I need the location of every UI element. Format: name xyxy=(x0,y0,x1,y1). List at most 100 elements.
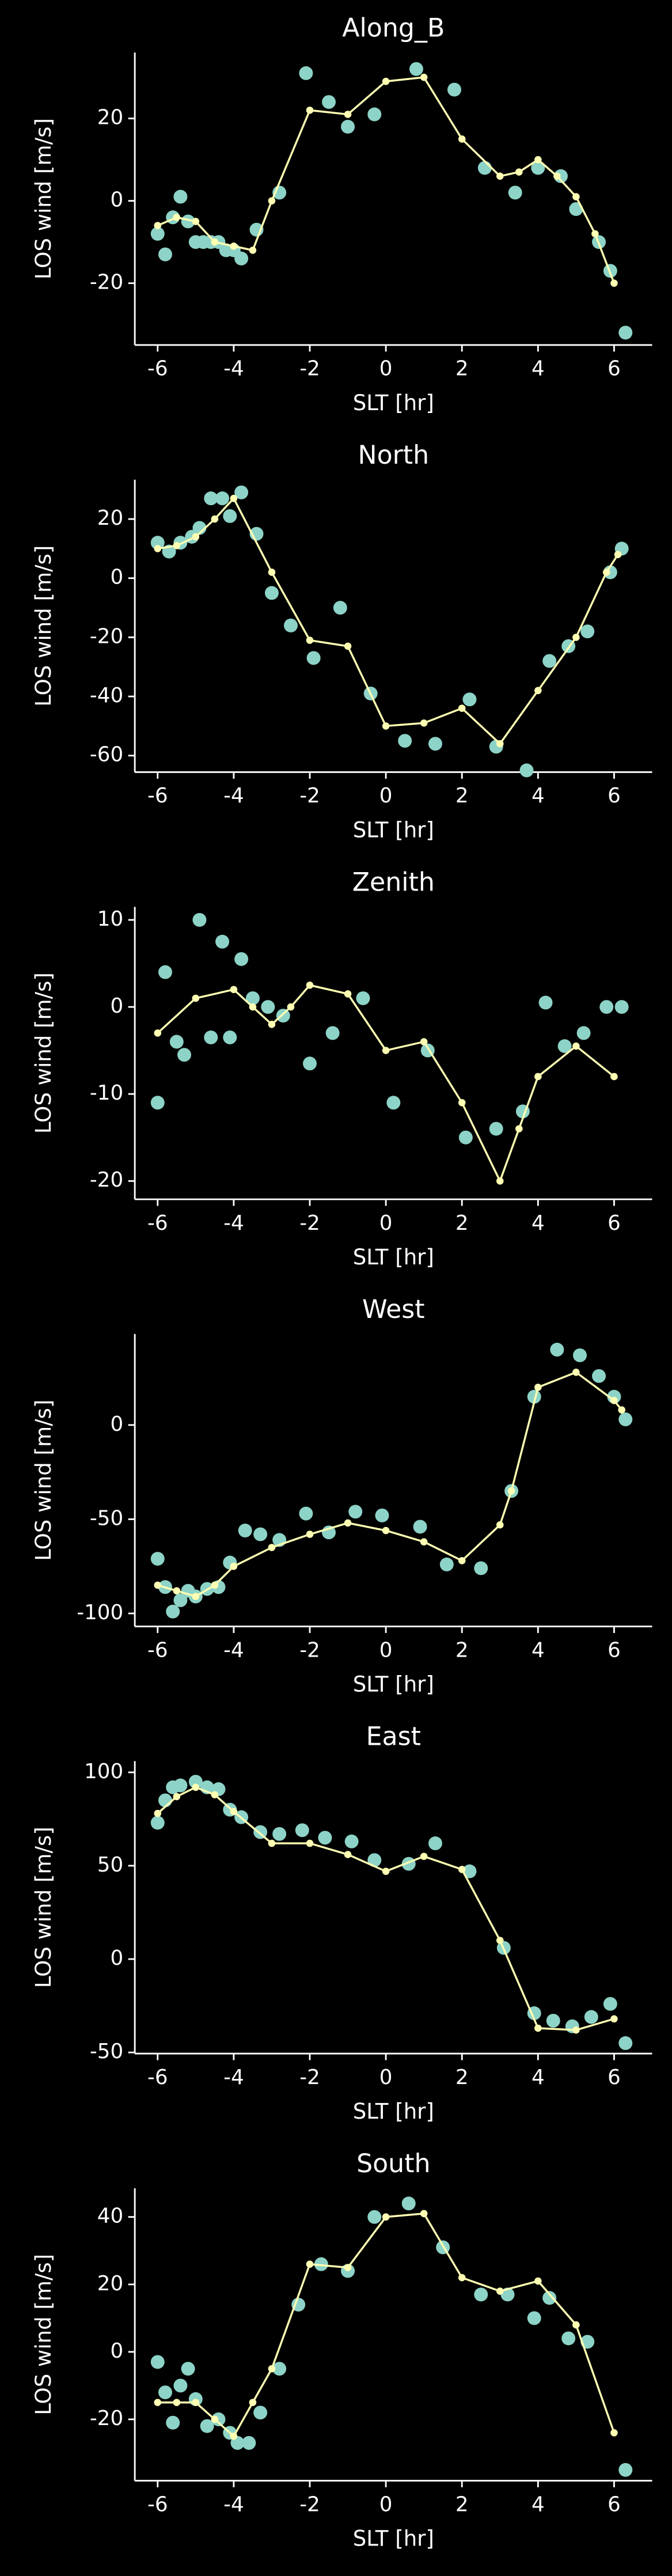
x-tick-label: 4 xyxy=(531,1211,545,1235)
scatter-point xyxy=(234,485,249,499)
line-point xyxy=(515,168,523,176)
scatter-point xyxy=(303,1056,317,1071)
y-tick-label: 50 xyxy=(97,1853,123,1877)
line-point xyxy=(192,1783,200,1791)
line-point xyxy=(458,135,466,143)
line-point xyxy=(382,1047,390,1054)
scatter-point xyxy=(150,1096,165,1110)
y-tick-label: -20 xyxy=(90,271,123,294)
line-point xyxy=(534,1073,542,1081)
line-point xyxy=(534,2277,542,2285)
scatter-point xyxy=(576,1026,591,1040)
x-tick-label: 6 xyxy=(608,1638,621,1662)
scatter-point xyxy=(253,2405,268,2420)
line-point xyxy=(287,1003,295,1011)
line-point xyxy=(192,218,200,225)
line-point xyxy=(249,2399,257,2407)
line-point xyxy=(534,2024,542,2032)
scatter-point xyxy=(527,2311,541,2325)
x-tick-label: -4 xyxy=(223,1638,244,1662)
scatter-point xyxy=(223,1030,237,1044)
x-tick-label: 4 xyxy=(531,2492,545,2516)
scatter-point xyxy=(181,2362,195,2376)
scatter-point xyxy=(245,991,260,1005)
y-tick-label: 0 xyxy=(110,1946,123,1970)
scatter-point xyxy=(276,1009,290,1023)
scatter-point xyxy=(264,586,279,600)
y-tick-label: -20 xyxy=(90,2407,123,2430)
scatter-point xyxy=(158,247,172,262)
line-point xyxy=(610,1397,618,1404)
scatter-point xyxy=(173,2378,188,2393)
scatter-point xyxy=(234,251,249,266)
scatter-point xyxy=(158,1793,172,1808)
line-point xyxy=(572,193,580,200)
scatter-point xyxy=(519,763,534,778)
line-point xyxy=(382,1526,390,1535)
x-axis-label: SLT [hr] xyxy=(353,1672,434,1697)
line-point xyxy=(382,1867,390,1875)
scatter-point xyxy=(599,1000,614,1014)
line xyxy=(157,497,619,745)
x-tick-label: -2 xyxy=(299,2066,320,2089)
y-tick-label: 10 xyxy=(97,907,123,931)
line-point xyxy=(192,2399,200,2407)
scatter-point xyxy=(428,1836,442,1851)
scatter-point xyxy=(322,95,336,109)
line-point xyxy=(154,1029,162,1037)
x-tick-label: 4 xyxy=(531,2066,545,2089)
y-axis-label: LOS wind [m/s] xyxy=(31,1827,56,1988)
chart-title: Along_B xyxy=(342,13,445,43)
y-tick-label: -60 xyxy=(90,743,123,767)
line-point xyxy=(230,1808,238,1816)
scatter-point xyxy=(158,965,172,979)
x-tick-label: 2 xyxy=(455,357,469,381)
x-tick-label: -6 xyxy=(147,357,168,381)
line-point xyxy=(344,990,352,998)
scatter-point xyxy=(150,2355,165,2369)
chart-title: South xyxy=(356,2149,430,2179)
line-point xyxy=(154,222,162,229)
line-point xyxy=(458,1099,466,1107)
scatter-point xyxy=(614,1000,629,1014)
line-point xyxy=(458,1557,466,1564)
scatter-point xyxy=(283,618,298,632)
scatter-point xyxy=(166,1604,180,1619)
line-point xyxy=(420,1538,428,1545)
y-tick-label: 100 xyxy=(84,1760,123,1783)
scatter-point xyxy=(546,2014,560,2028)
line-point xyxy=(249,247,257,254)
x-tick-label: -2 xyxy=(299,784,320,808)
line-point xyxy=(572,2026,580,2034)
line-point xyxy=(249,1003,257,1011)
scatter-point xyxy=(261,1000,275,1014)
scatter-point xyxy=(341,119,355,134)
scatter-point xyxy=(409,62,423,76)
x-tick-label: 6 xyxy=(608,357,621,381)
x-tick-label: 0 xyxy=(379,2066,393,2089)
line-point xyxy=(382,2213,390,2221)
y-axis-label: LOS wind [m/s] xyxy=(31,118,56,279)
y-tick-label: -20 xyxy=(90,624,123,648)
y-tick-label: 0 xyxy=(110,994,123,1018)
x-tick-label: 2 xyxy=(455,1211,469,1235)
line-point xyxy=(268,569,276,576)
line-point xyxy=(420,2210,428,2218)
scatter-point xyxy=(462,692,477,707)
scatter-point xyxy=(325,1026,340,1040)
line-point xyxy=(268,1021,276,1028)
y-tick-label: 20 xyxy=(97,506,123,530)
line-point xyxy=(420,73,428,81)
line-point xyxy=(192,533,200,541)
scatter-point xyxy=(474,1561,488,1575)
y-tick-label: -100 xyxy=(77,1601,123,1624)
x-tick-label: 6 xyxy=(608,1211,621,1235)
line-point xyxy=(458,2274,466,2282)
scatter-point xyxy=(215,491,230,506)
scatter-point xyxy=(158,2385,172,2400)
line-point xyxy=(572,634,580,641)
scatter-point xyxy=(428,737,442,751)
line-point xyxy=(420,719,428,727)
